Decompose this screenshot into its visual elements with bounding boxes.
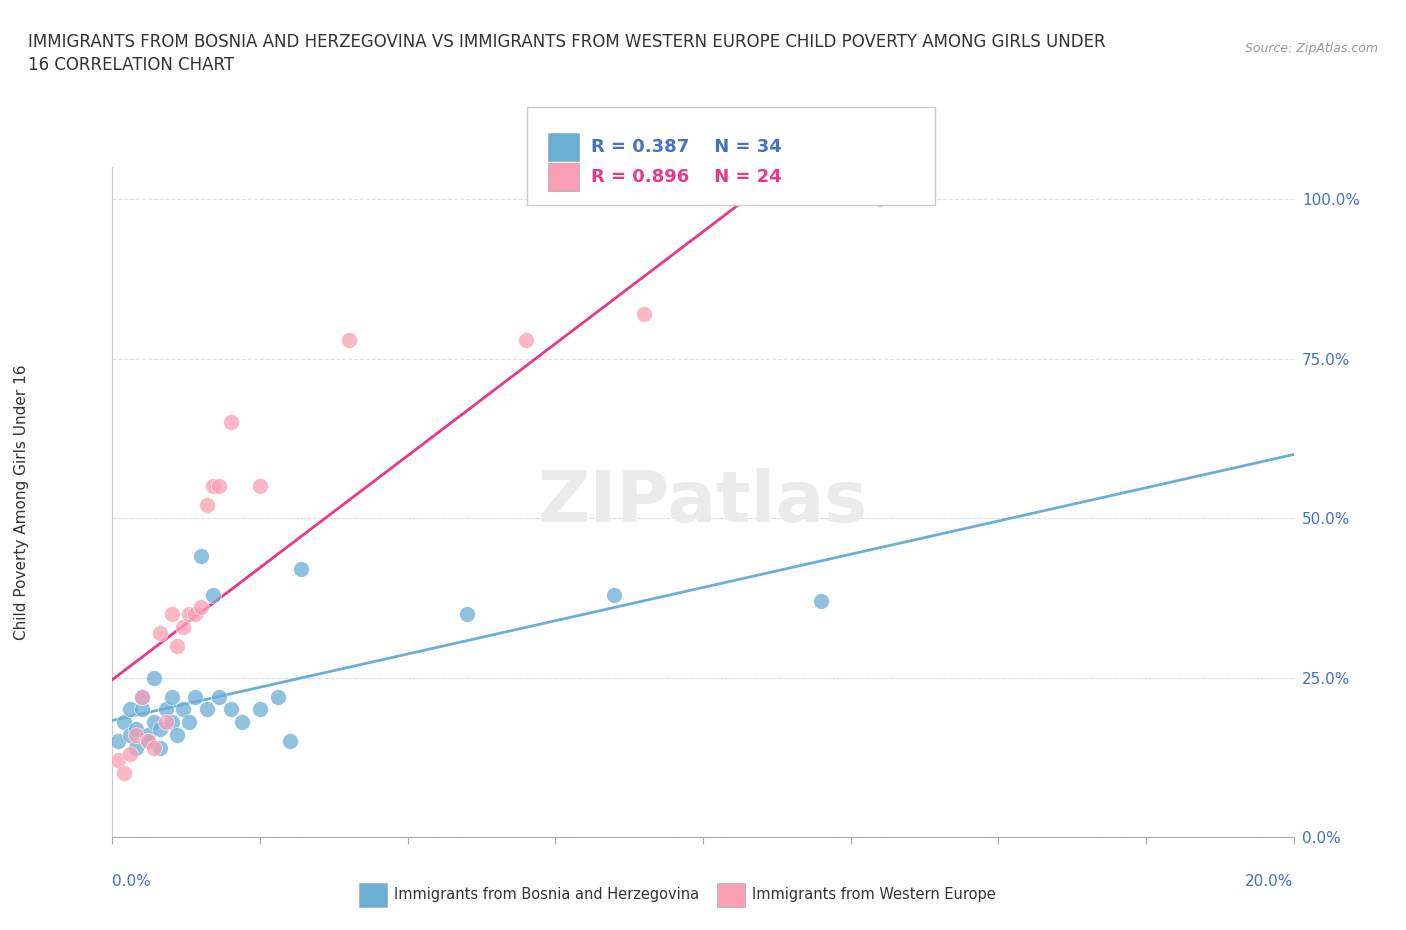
Point <box>869 192 891 206</box>
Point <box>120 747 142 762</box>
Point <box>290 562 312 577</box>
Point <box>172 702 194 717</box>
Point <box>125 740 148 755</box>
Point <box>112 765 135 780</box>
Point <box>172 619 194 634</box>
Point <box>190 549 212 564</box>
Text: R = 0.896    N = 24: R = 0.896 N = 24 <box>591 167 782 186</box>
Point <box>160 715 183 730</box>
Point <box>131 689 153 704</box>
Point <box>231 715 253 730</box>
Point <box>166 638 188 653</box>
Point <box>249 479 271 494</box>
Point <box>179 715 201 730</box>
Point <box>208 479 231 494</box>
Point <box>112 715 135 730</box>
Point <box>195 498 218 512</box>
Text: Immigrants from Bosnia and Herzegovina: Immigrants from Bosnia and Herzegovina <box>394 887 699 902</box>
Point <box>107 734 129 749</box>
Point <box>142 740 165 755</box>
Point <box>456 606 478 621</box>
Text: 16 CORRELATION CHART: 16 CORRELATION CHART <box>28 56 235 73</box>
Point <box>810 593 832 608</box>
Text: R = 0.387    N = 34: R = 0.387 N = 34 <box>591 138 782 156</box>
Point <box>155 715 177 730</box>
Point <box>184 606 207 621</box>
Point <box>125 727 148 742</box>
Point <box>131 702 153 717</box>
Point <box>184 689 207 704</box>
Point <box>166 727 188 742</box>
Point <box>267 689 290 704</box>
Point <box>160 606 183 621</box>
Point <box>201 587 224 602</box>
Point <box>149 721 172 736</box>
Text: IMMIGRANTS FROM BOSNIA AND HERZEGOVINA VS IMMIGRANTS FROM WESTERN EUROPE CHILD P: IMMIGRANTS FROM BOSNIA AND HERZEGOVINA V… <box>28 33 1105 50</box>
Point <box>179 606 201 621</box>
Point <box>337 332 360 347</box>
Point <box>120 702 142 717</box>
Point <box>190 600 212 615</box>
Point <box>219 702 242 717</box>
Point <box>195 702 218 717</box>
Text: ZIPatlas: ZIPatlas <box>538 468 868 537</box>
Point <box>208 689 231 704</box>
Point <box>136 734 159 749</box>
Point <box>633 307 655 322</box>
Point <box>278 734 301 749</box>
Point <box>149 740 172 755</box>
Point <box>149 626 172 641</box>
Point <box>136 734 159 749</box>
Point <box>125 721 148 736</box>
Point <box>142 671 165 685</box>
Point <box>219 415 242 430</box>
Text: 20.0%: 20.0% <box>1246 874 1294 889</box>
Text: Immigrants from Western Europe: Immigrants from Western Europe <box>752 887 995 902</box>
Point <box>160 689 183 704</box>
Point <box>120 727 142 742</box>
Point <box>107 753 129 768</box>
Point <box>515 332 537 347</box>
Point <box>131 689 153 704</box>
Point <box>201 479 224 494</box>
Point <box>142 715 165 730</box>
Point <box>155 702 177 717</box>
Point <box>249 702 271 717</box>
Text: 0.0%: 0.0% <box>112 874 152 889</box>
Point <box>603 587 626 602</box>
Text: Child Poverty Among Girls Under 16: Child Poverty Among Girls Under 16 <box>14 365 28 640</box>
Point <box>136 727 159 742</box>
Text: Source: ZipAtlas.com: Source: ZipAtlas.com <box>1244 42 1378 55</box>
